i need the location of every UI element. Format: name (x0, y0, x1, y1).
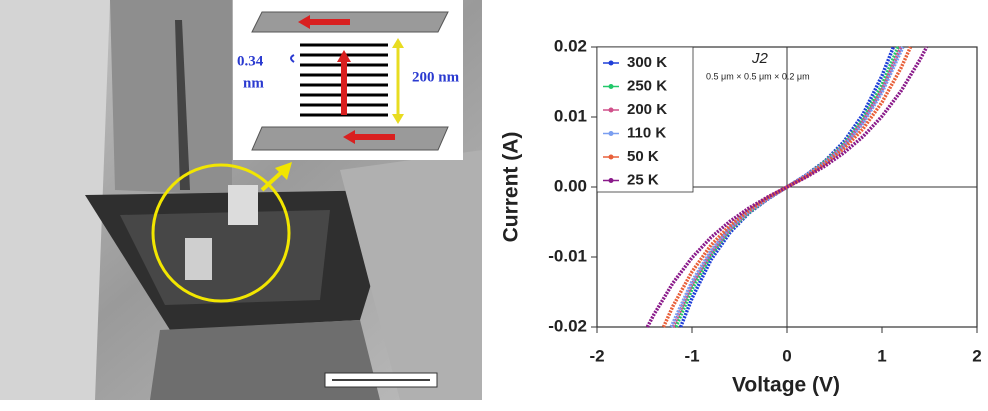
x-tick-label: 2 (972, 346, 981, 365)
legend-marker (608, 178, 614, 183)
legend-label: 25 K (627, 171, 659, 188)
legend-label: 300 K (627, 54, 667, 71)
legend-label: 50 K (627, 148, 659, 165)
legend: 300 K 250 K 200 K 110 K 50 K 25 K (596, 46, 694, 193)
spacing-label: nm (243, 75, 264, 91)
y-tick-label: -0.02 (548, 316, 587, 335)
legend-marker (608, 84, 614, 89)
series-line (645, 46, 929, 328)
inset-diagram: 0.34 nm 200 nm (233, 0, 463, 160)
x-tick-label: -1 (684, 346, 699, 365)
x-axis-label: Voltage (V) (732, 374, 840, 397)
legend-box (596, 46, 694, 193)
legend-label: 250 K (627, 77, 667, 94)
legend-marker (608, 107, 614, 113)
y-tick-label: 0.00 (554, 176, 587, 195)
legend-label: 110 K (627, 124, 666, 141)
spacing-label: 0.34 (237, 53, 264, 69)
x-tick-label: 0 (782, 346, 791, 365)
subtitle: 0.5 μm × 0.5 μm × 0.2 μm (706, 71, 810, 81)
legend-marker (608, 60, 614, 66)
thickness-label: 200 nm (412, 69, 460, 85)
y-tick-label: 0.01 (554, 106, 587, 125)
x-tick-label: -2 (589, 346, 604, 365)
legend-marker (608, 131, 614, 136)
x-tick-label: 1 (877, 346, 886, 365)
annotation: J2 (751, 50, 769, 67)
y-axis-label: Current (A) (500, 132, 523, 243)
y-tick-label: 0.02 (554, 36, 587, 55)
legend-label: 200 K (627, 101, 667, 118)
legend-marker (608, 154, 614, 160)
y-tick-label: -0.01 (548, 246, 587, 265)
